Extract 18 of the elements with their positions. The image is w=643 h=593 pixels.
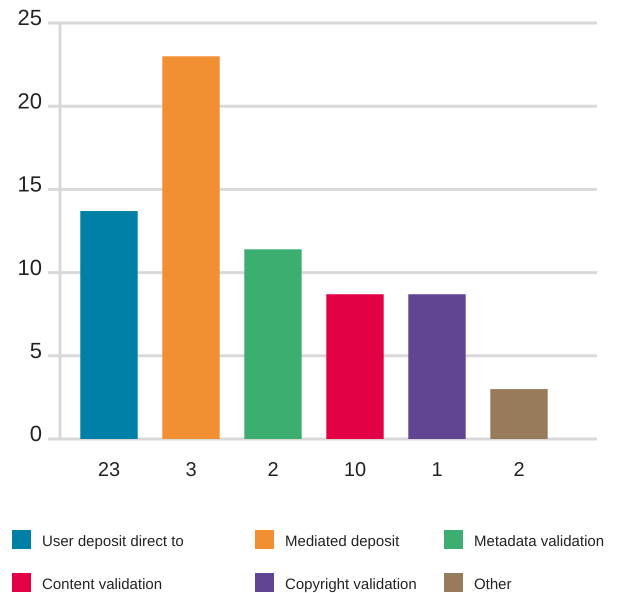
y-tick-label: 25 bbox=[18, 5, 42, 30]
legend-label: Content validation bbox=[42, 576, 162, 593]
x-tick-label: 1 bbox=[431, 459, 443, 481]
y-tick-label: 20 bbox=[18, 88, 42, 114]
legend-label: Copyright validation bbox=[285, 576, 417, 593]
legend-label: Other bbox=[474, 576, 512, 593]
legend-label: User deposit direct to bbox=[42, 533, 184, 550]
legend-label: Mediated deposit bbox=[285, 533, 400, 550]
y-tick-label: 10 bbox=[18, 254, 42, 280]
y-tick-label: 0 bbox=[30, 421, 42, 446]
x-tick-label: 3 bbox=[185, 459, 197, 481]
x-tick-label: 10 bbox=[344, 459, 366, 481]
y-tick-label: 5 bbox=[30, 338, 42, 363]
x-tick-label: 23 bbox=[98, 459, 120, 481]
x-tick-label: 2 bbox=[267, 459, 279, 481]
x-tick-label: 2 bbox=[513, 459, 525, 481]
y-tick-label: 15 bbox=[18, 172, 42, 197]
legend-label: Metadata validation bbox=[474, 533, 604, 550]
